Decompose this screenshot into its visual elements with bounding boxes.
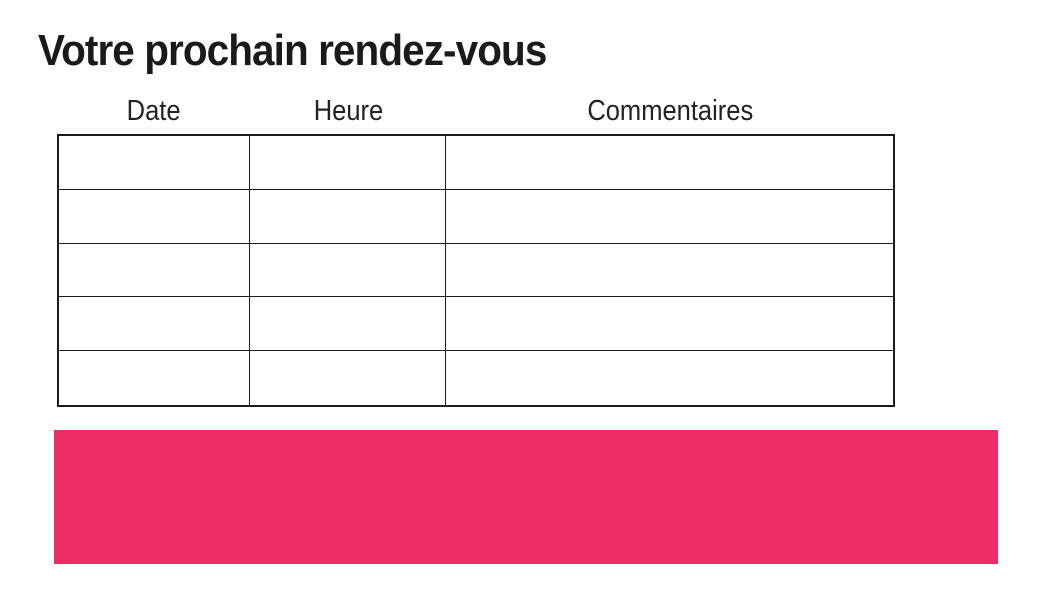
table-cell xyxy=(446,297,893,352)
table-cell xyxy=(446,190,893,244)
table-cell xyxy=(446,244,893,298)
accent-banner xyxy=(54,430,998,564)
table-cell xyxy=(446,351,893,405)
page-title: Votre prochain rendez-vous xyxy=(38,26,547,75)
table-header-row: Date Heure Commentaires xyxy=(57,94,895,128)
table-cell xyxy=(250,351,446,405)
column-header-date: Date xyxy=(126,94,181,127)
table-cell xyxy=(250,136,446,190)
table-cell xyxy=(59,351,250,405)
table-cell xyxy=(59,243,250,298)
table-cell xyxy=(59,297,250,352)
column-header-heure: Heure xyxy=(313,94,383,127)
table-cell xyxy=(250,189,446,244)
table-cell xyxy=(446,136,893,190)
table-cell xyxy=(250,297,446,352)
table-cell xyxy=(250,243,446,298)
appointments-table-body xyxy=(57,134,895,407)
column-header-commentaires: Commentaires xyxy=(587,94,754,127)
table-cell xyxy=(59,189,250,244)
table-cell xyxy=(59,136,250,190)
